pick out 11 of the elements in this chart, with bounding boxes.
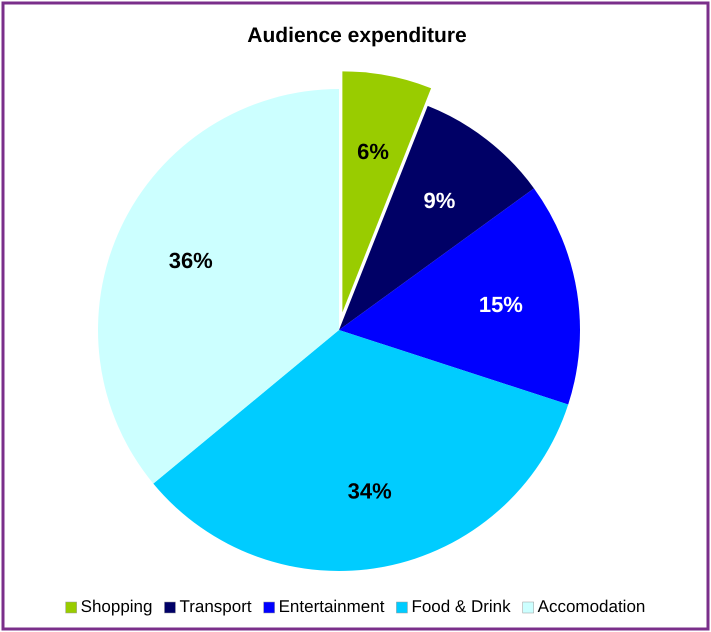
data-label: 15% bbox=[478, 292, 523, 318]
data-label: 34% bbox=[348, 478, 392, 504]
legend-label: Transport bbox=[179, 597, 252, 616]
data-label: 36% bbox=[168, 248, 213, 273]
data-label: 9% bbox=[424, 188, 456, 214]
legend-label: Accomodation bbox=[538, 597, 646, 616]
chart-title: Audience expenditure bbox=[247, 24, 467, 47]
legend-label: Shopping bbox=[80, 597, 152, 616]
legend-label: Food & Drink bbox=[411, 597, 512, 616]
legend-label: Entertainment bbox=[278, 597, 385, 616]
data-label: 6% bbox=[357, 139, 389, 164]
